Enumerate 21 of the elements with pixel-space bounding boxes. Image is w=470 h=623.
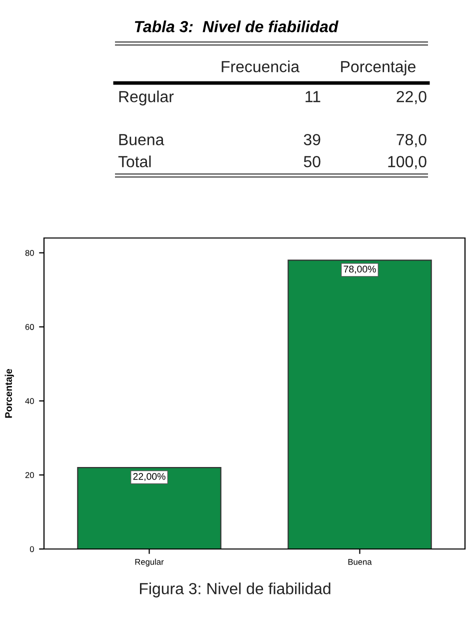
text: Tabla 3: Nivel de fiabilidad (134, 20, 338, 32)
text: Figura 3: Nivel de fiabilidad (140, 582, 330, 598)
text: 11 (306, 91, 320, 102)
text: Porcentaje (341, 60, 416, 76)
data-label: 22,00% (133, 472, 166, 482)
text: Frecuencia (222, 60, 300, 72)
y-tick-label: 80 (25, 250, 34, 256)
text: 22,0 (396, 90, 426, 104)
y-tick-label: 0 (30, 546, 34, 552)
y-tick-label: 20 (25, 472, 34, 478)
text: Buena (119, 134, 164, 146)
text: 100,0 (388, 156, 426, 170)
data-label: 78,00% (344, 266, 376, 274)
text: 39 (304, 134, 320, 146)
text: Regular (119, 90, 174, 106)
text: 50 (304, 156, 320, 168)
text: Total (118, 156, 151, 168)
y-axis-title: Porcentaje (4, 368, 14, 418)
text: 78,0 (396, 134, 426, 148)
y-tick-label: 40 (25, 398, 34, 404)
y-tick-label: 60 (25, 324, 34, 330)
